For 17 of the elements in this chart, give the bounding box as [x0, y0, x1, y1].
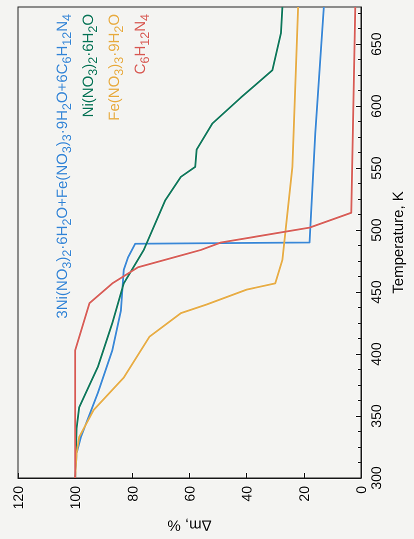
- x-tick-label: 0: [353, 486, 369, 494]
- y-tick-label: 350: [368, 404, 384, 428]
- y-tick-label: 300: [368, 466, 384, 490]
- x-tick-label: 60: [182, 486, 198, 502]
- y-tick-label: 600: [368, 94, 384, 118]
- x-tick-label: 100: [67, 486, 84, 510]
- x-tick-label: 80: [124, 486, 140, 502]
- y-tick-label: 550: [368, 156, 384, 180]
- x-tick-label: 40: [238, 486, 255, 502]
- x-axis-title: Δm, %: [167, 516, 212, 534]
- y-axis-title: Temperature, K: [390, 191, 407, 294]
- x-tick-label: 20: [296, 486, 312, 502]
- y-tick-label: 500: [368, 218, 384, 242]
- x-tick-label: 120: [10, 486, 26, 510]
- y-tick-label: 400: [368, 342, 384, 366]
- y-tick-label: 650: [368, 32, 384, 56]
- y-tick-label: 450: [368, 280, 384, 304]
